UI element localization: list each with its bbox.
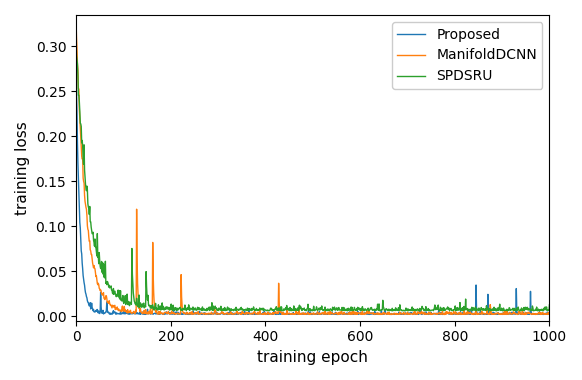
- ManifoldDCNN: [523, 312, 530, 317]
- Proposed: [101, 311, 108, 315]
- Proposed: [523, 311, 530, 316]
- ManifoldDCNN: [73, 19, 80, 23]
- Y-axis label: training loss: training loss: [15, 121, 30, 215]
- Line: SPDSRU: SPDSRU: [76, 38, 549, 311]
- ManifoldDCNN: [101, 297, 108, 302]
- Proposed: [442, 311, 449, 316]
- SPDSRU: [441, 308, 448, 313]
- SPDSRU: [169, 305, 176, 309]
- ManifoldDCNN: [459, 312, 466, 317]
- Line: ManifoldDCNN: ManifoldDCNN: [76, 21, 549, 314]
- ManifoldDCNN: [169, 311, 176, 315]
- SPDSRU: [452, 309, 459, 313]
- SPDSRU: [101, 276, 108, 280]
- Proposed: [306, 312, 313, 317]
- ManifoldDCNN: [544, 312, 551, 317]
- ManifoldDCNN: [491, 312, 498, 316]
- Line: Proposed: Proposed: [76, 66, 549, 314]
- SPDSRU: [523, 307, 530, 312]
- Proposed: [459, 310, 466, 315]
- SPDSRU: [459, 306, 466, 310]
- Proposed: [73, 63, 80, 68]
- SPDSRU: [73, 35, 80, 40]
- SPDSRU: [492, 306, 499, 311]
- Legend: Proposed, ManifoldDCNN, SPDSRU: Proposed, ManifoldDCNN, SPDSRU: [392, 22, 542, 89]
- ManifoldDCNN: [441, 312, 448, 317]
- X-axis label: training epoch: training epoch: [257, 350, 368, 365]
- ManifoldDCNN: [546, 310, 553, 315]
- Proposed: [546, 311, 553, 316]
- Proposed: [169, 310, 176, 315]
- Proposed: [492, 312, 499, 317]
- SPDSRU: [546, 302, 553, 307]
